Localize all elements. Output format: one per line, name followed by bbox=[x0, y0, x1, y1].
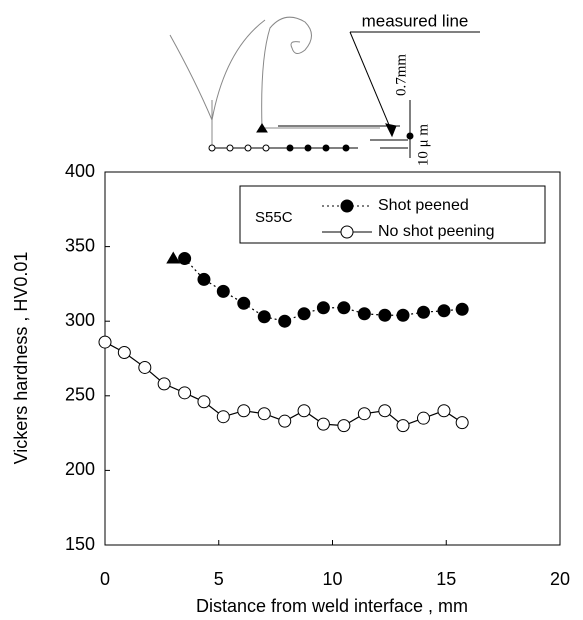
data-point bbox=[278, 314, 292, 328]
y-axis-label: Vickers hardness , HV0.01 bbox=[11, 252, 31, 465]
data-point bbox=[98, 335, 112, 349]
annotation: measured line bbox=[362, 11, 469, 30]
data-point bbox=[417, 305, 430, 319]
data-point bbox=[357, 407, 371, 421]
data-point bbox=[237, 404, 251, 418]
data-point bbox=[257, 310, 271, 324]
annotation: 0.7mm bbox=[393, 54, 409, 96]
data-point bbox=[437, 404, 451, 418]
data-point bbox=[297, 307, 311, 321]
data-point bbox=[257, 407, 271, 421]
data-point bbox=[337, 419, 351, 433]
x-tick-label: 20 bbox=[550, 569, 570, 589]
data-point bbox=[396, 419, 410, 433]
data-point bbox=[455, 416, 469, 430]
y-tick-label: 300 bbox=[65, 310, 95, 330]
y-tick-label: 150 bbox=[65, 534, 95, 554]
legend-marker bbox=[340, 225, 354, 239]
x-tick-label: 10 bbox=[322, 569, 342, 589]
data-point bbox=[216, 284, 230, 298]
data-point bbox=[138, 360, 152, 374]
data-point bbox=[178, 386, 192, 400]
legend-title: S55C bbox=[255, 209, 293, 226]
data-point bbox=[337, 301, 351, 315]
legend-label: No shot peening bbox=[378, 223, 495, 240]
x-tick-label: 5 bbox=[214, 569, 224, 589]
data-point bbox=[316, 417, 330, 431]
data-point bbox=[197, 395, 211, 409]
y-tick-label: 250 bbox=[65, 385, 95, 405]
annotation: 10 μ m bbox=[415, 124, 431, 167]
data-point bbox=[197, 272, 211, 286]
triangle-point bbox=[166, 251, 181, 264]
y-tick-label: 350 bbox=[65, 235, 95, 255]
legend-label: Shot peened bbox=[378, 197, 469, 214]
data-point bbox=[237, 296, 251, 310]
data-point bbox=[278, 414, 292, 428]
data-point bbox=[178, 252, 192, 266]
y-tick-label: 200 bbox=[65, 459, 95, 479]
y-tick-label: 400 bbox=[65, 161, 95, 181]
data-point bbox=[437, 304, 451, 318]
data-point bbox=[378, 404, 392, 418]
data-point bbox=[117, 346, 131, 360]
weld-diagram bbox=[169, 16, 480, 158]
data-point bbox=[216, 410, 230, 424]
x-axis-label: Distance from weld interface , mm bbox=[196, 596, 468, 615]
x-tick-label: 15 bbox=[436, 569, 456, 589]
data-point bbox=[455, 302, 469, 316]
legend bbox=[239, 185, 546, 244]
data-point bbox=[157, 377, 171, 391]
data-point bbox=[297, 404, 311, 418]
data-point bbox=[316, 301, 330, 315]
x-tick-label: 0 bbox=[100, 569, 110, 589]
data-point bbox=[378, 308, 392, 322]
data-point bbox=[357, 307, 371, 321]
data-point bbox=[396, 308, 410, 322]
data-point bbox=[417, 411, 430, 425]
legend-marker bbox=[340, 199, 354, 213]
